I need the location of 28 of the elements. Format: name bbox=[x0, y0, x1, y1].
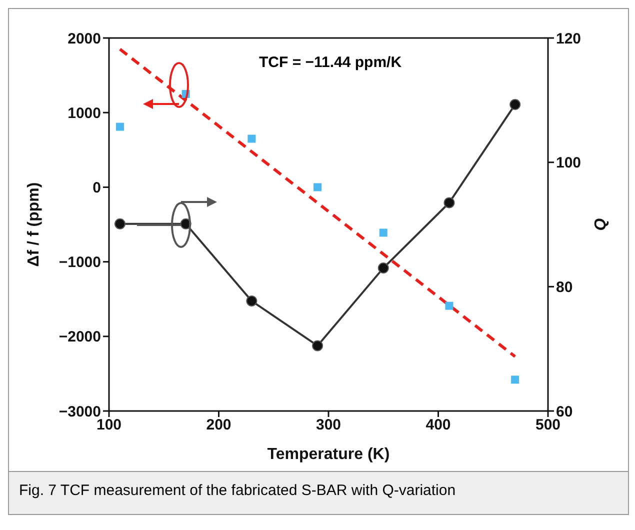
y-tick-label: −2000 bbox=[58, 328, 101, 346]
x-tick-label: 200 bbox=[206, 416, 232, 434]
point bbox=[378, 262, 389, 274]
point bbox=[246, 295, 258, 306]
annotation: TCF = −11.44 ppm/K bbox=[259, 54, 402, 71]
y-tick-label: −1000 bbox=[58, 254, 101, 272]
y-tick-label: 1000 bbox=[68, 104, 101, 122]
y-axis-title: Δf / f (ppm) bbox=[26, 182, 43, 267]
y2-tick-label: 120 bbox=[556, 30, 582, 48]
point bbox=[248, 134, 256, 143]
y-tick-label: 0 bbox=[92, 180, 101, 197]
point bbox=[379, 228, 388, 237]
y-tick-label: 2000 bbox=[68, 30, 101, 48]
point bbox=[445, 302, 454, 310]
x-axis-title: Temperature (K) bbox=[267, 446, 390, 463]
y2-tick-label: 100 bbox=[556, 154, 582, 172]
point bbox=[116, 122, 124, 131]
y2-tick-label: 80 bbox=[556, 278, 573, 296]
point bbox=[114, 218, 126, 230]
caption: Fig. 7 TCF measurement of the fabricated S-BAR with Q-variation bbox=[9, 471, 628, 514]
point bbox=[312, 340, 324, 352]
point bbox=[314, 183, 322, 192]
x-tick-label: 400 bbox=[426, 416, 451, 434]
point bbox=[511, 376, 520, 384]
point bbox=[510, 99, 521, 110]
x-tick-label: 300 bbox=[316, 416, 342, 434]
y2-axis-title: Q bbox=[592, 218, 610, 231]
point bbox=[444, 197, 455, 208]
